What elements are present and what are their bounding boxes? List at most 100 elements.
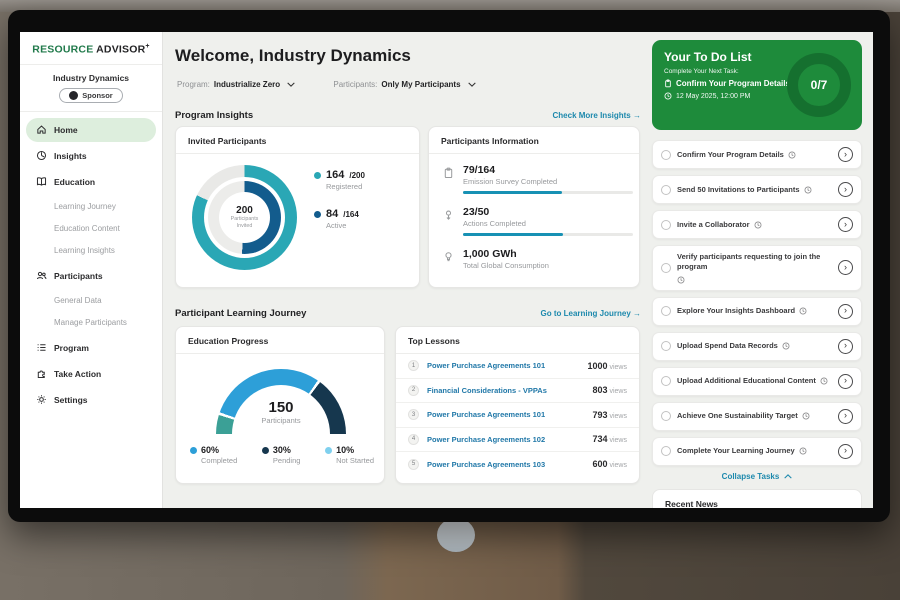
chevron-right-button[interactable]: › [838,303,853,319]
education-progress-card: Education Progress 150 Participants 60% … [175,326,385,484]
lesson-row: 3 Power Purchase Agreements 101 793 views [396,403,639,428]
chevron-down-icon [468,80,476,89]
chevron-right-button[interactable]: › [838,182,853,197]
legend-pending: 30% Pending [261,445,300,465]
lesson-row: 4 Power Purchase Agreements 102 734 views [396,428,639,452]
sidebar-item-participants[interactable]: Participants [26,264,156,288]
lesson-link[interactable]: Power Purchase Agreements 102 [427,434,546,444]
recent-news-title: Recent News [653,490,861,509]
clipboard-icon [443,164,455,194]
task-checkbox[interactable] [661,306,671,316]
arrow-right-icon: → [633,309,641,318]
todo-next-task-label: Confirm Your Program Details [676,79,790,88]
gauge-value: 150 [268,399,294,416]
task-checkbox[interactable] [661,262,671,273]
legend-registered: 164/200 Registered [314,169,365,191]
gauge-label: Participants [261,416,301,425]
legend-value: 164 [326,169,345,181]
page-title: Welcome, Industry Dynamics [175,46,411,65]
sponsor-badge[interactable]: Sponsor [59,87,123,103]
sponsor-icon [69,90,79,100]
chevron-right-button[interactable]: › [838,373,853,389]
clock-icon [804,186,812,194]
logo-advisor: ADVISOR [96,43,146,56]
donut-center-label: Invited [236,223,253,229]
collapse-tasks-link[interactable]: Collapse Tasks [652,472,862,481]
task-checkbox[interactable] [661,219,671,230]
sidebar-item-program[interactable]: Program [26,336,156,360]
chevron-right-button[interactable]: › [838,217,853,232]
app-logo: RESOURCE ADVISOR+ [20,32,162,65]
todo-due: 12 May 2025, 12:00 PM [664,92,850,100]
task-checkbox[interactable] [661,376,671,386]
sidebar-subitem-label: Education Content [54,224,120,233]
sidebar-item-general-data[interactable]: General Data [20,290,162,312]
clock-icon [677,276,685,284]
puzzle-icon [36,368,47,379]
sidebar-item-education-content[interactable]: Education Content [20,218,162,240]
task-checkbox[interactable] [661,446,671,456]
task-checkbox[interactable] [661,149,671,160]
rank-badge: 2 [408,384,419,396]
clock-icon [754,221,762,229]
chevron-right-button[interactable]: › [838,338,853,354]
todo-due-label: 12 May 2025, 12:00 PM [676,92,751,100]
legend-pct: 30% [272,445,291,455]
task-item[interactable]: Achieve One Sustainability Target › [652,401,862,431]
sidebar-item-learning-insights[interactable]: Learning Insights [20,240,162,262]
sidebar-item-label: Settings [54,394,88,405]
link-label: Go to Learning Journey [540,309,631,318]
sidebar-item-settings[interactable]: Settings [26,388,156,412]
task-item[interactable]: Upload Additional Educational Content › [652,366,862,396]
sidebar-item-manage-participants[interactable]: Manage Participants [20,312,162,334]
task-checkbox[interactable] [661,184,671,195]
lesson-link[interactable]: Power Purchase Agreements 101 [427,410,546,420]
go-to-learning-journey-link[interactable]: Go to Learning Journey → [541,309,641,318]
sidebar-item-insights[interactable]: Insights [26,144,156,168]
sidebar-item-label: Program [54,342,89,353]
chevron-right-button[interactable]: › [838,147,853,162]
sidebar-item-label: Education [54,176,96,187]
lesson-row: 5 Power Purchase Agreements 103 600 views [396,452,639,477]
participants-selector[interactable]: Participants: Only My Participants [333,80,476,89]
sidebar-nav: Home Insights Education Learning Journey… [20,110,162,412]
chevron-right-button[interactable]: › [838,260,853,276]
task-item[interactable]: Complete Your Learning Journey › [652,436,862,466]
program-selector[interactable]: Program: Industrialize Zero [177,80,296,89]
book-icon [36,176,47,187]
task-item[interactable]: Explore Your Insights Dashboard › [652,296,862,326]
info-value: 23/50 [463,206,490,218]
gear-icon [36,394,47,405]
tap-icon [443,206,455,236]
card-title: Invited Participants [176,127,419,154]
task-item[interactable]: Invite a Collaborator › [652,210,862,239]
lesson-link[interactable]: Power Purchase Agreements 103 [427,459,546,469]
lesson-link[interactable]: Power Purchase Agreements 101 [427,361,546,371]
task-item[interactable]: Upload Spend Data Records › [652,331,862,361]
sidebar-item-education[interactable]: Education [26,170,156,194]
chevron-right-button[interactable]: › [838,443,853,459]
sidebar-item-learning-journey[interactable]: Learning Journey [20,196,162,218]
chevron-right-button[interactable]: › [838,408,853,424]
task-label: Confirm Your Program Details [677,149,784,159]
legend-dot-navy [314,210,321,218]
task-checkbox[interactable] [661,341,671,351]
donut-center-value: 200 [236,205,253,217]
sidebar-item-take-action[interactable]: Take Action [26,362,156,386]
emission-progress-bar [463,191,633,194]
lesson-link[interactable]: Financial Considerations - VPPAs [427,385,547,395]
rank-badge: 4 [408,433,419,445]
task-item[interactable]: Verify participants requesting to join t… [652,245,862,291]
list-icon [36,342,47,353]
rank-badge: 5 [408,458,419,470]
sidebar-item-home[interactable]: Home [26,117,156,142]
task-item[interactable]: Confirm Your Program Details › [652,140,862,169]
task-label: Explore Your Insights Dashboard [677,306,796,316]
invited-participants-donut-chart: 200 Participants Invited [192,165,297,270]
info-label: Total Global Consumption [463,261,549,270]
check-more-insights-link[interactable]: Check More Insights → [553,111,641,120]
info-row-emission-survey: 79/164 Emission Survey Completed [429,154,639,196]
task-checkbox[interactable] [661,411,671,421]
task-item[interactable]: Send 50 Invitations to Participants › [652,175,862,204]
lesson-row: 2 Financial Considerations - VPPAs 803 vi… [396,379,639,403]
